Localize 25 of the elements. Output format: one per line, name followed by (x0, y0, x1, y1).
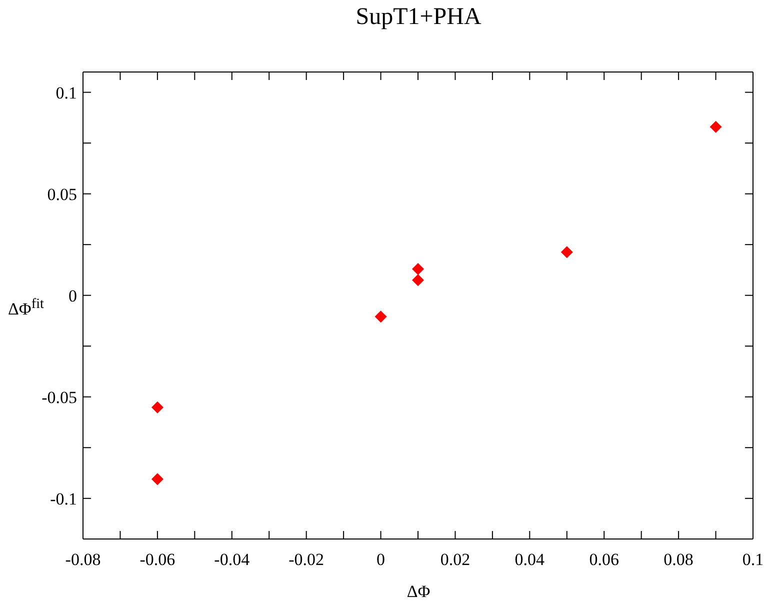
y-tick-label: -0.05 (42, 388, 77, 407)
point (151, 473, 164, 486)
point (710, 120, 722, 133)
x-tick-label: -0.04 (214, 550, 250, 570)
point (412, 262, 424, 275)
x-tick-label: 0 (376, 550, 386, 570)
x-tick-label: 0.04 (514, 550, 546, 570)
y-tick-label: 0.1 (56, 83, 77, 102)
y-axis-title: ΔΦ$^{fit}$ (8, 296, 44, 320)
y-tick-label: -0.1 (50, 489, 77, 508)
y-tick-label: 0.05 (47, 184, 77, 204)
point (151, 401, 164, 414)
point (412, 274, 424, 286)
x-tick-label: 0.02 (440, 550, 470, 570)
point (374, 310, 387, 323)
y-tick-label: 0 (68, 286, 77, 306)
point (560, 246, 573, 258)
x-tick-label: -0.08 (65, 550, 101, 570)
chart-title: SupT1+PHA (354, 4, 482, 31)
x-tick-label: -0.02 (288, 550, 324, 570)
x-tick-label: 0.1 (742, 550, 764, 570)
x-tick-label: -0.06 (140, 550, 176, 570)
x-tick-label: 0.06 (589, 550, 619, 570)
x-axis-title: ΔΦ (406, 582, 432, 602)
x-tick-label: 0.08 (664, 550, 694, 570)
